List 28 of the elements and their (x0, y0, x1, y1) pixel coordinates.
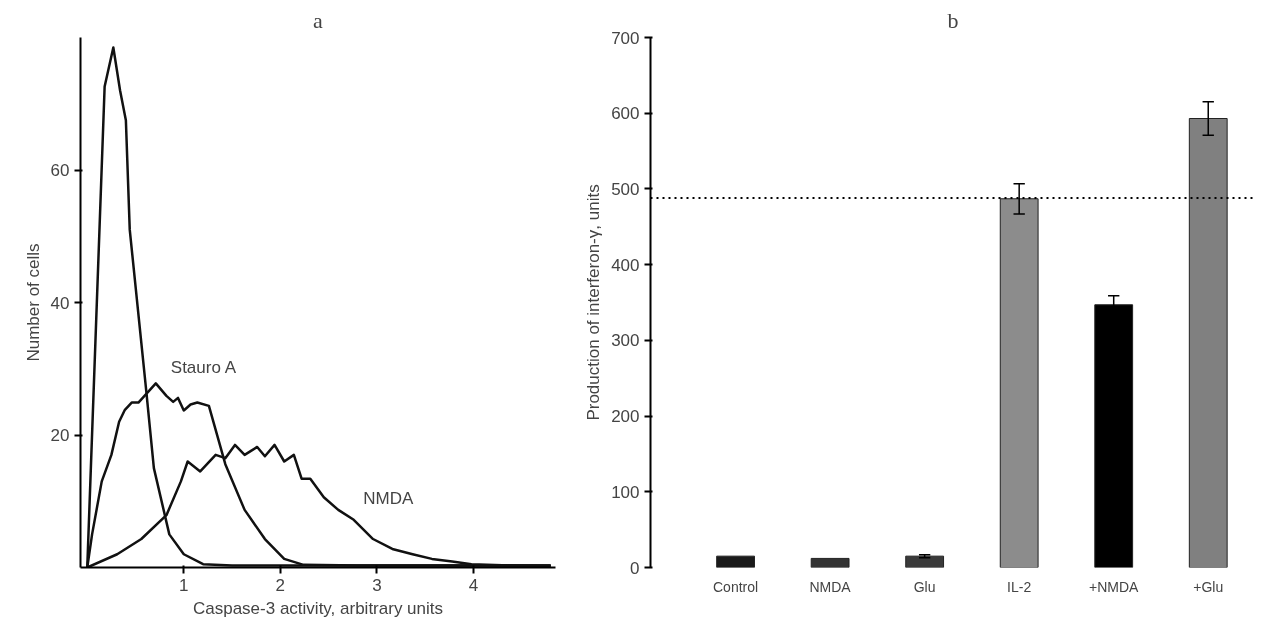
x-tick-label: +NMDA (1089, 578, 1140, 595)
y-tick-label: 60 (50, 161, 70, 180)
y-tick-label: 40 (50, 293, 70, 313)
y-tick-label: 600 (611, 104, 640, 124)
y-tick-label: 300 (611, 331, 640, 351)
y-tick-label: 100 (611, 482, 640, 502)
x-tick-label: Glu (913, 578, 936, 595)
x-tick-label: IL-2 (1007, 578, 1032, 595)
x-tick-label: 4 (468, 575, 479, 595)
y-tick-label: 20 (50, 426, 70, 445)
y-tick-label: 400 (611, 255, 640, 275)
y-tick-label: 700 (611, 28, 640, 48)
chart-title: a (313, 7, 324, 33)
y-tick-label: 0 (630, 558, 640, 578)
x-tick-label: 1 (179, 575, 189, 595)
series-label: NMDA (363, 488, 414, 508)
x-tick-label: 3 (372, 575, 382, 595)
y-axis-title: Number of cells (23, 243, 43, 362)
y-tick-label: 500 (611, 179, 640, 199)
x-tick-label: Control (713, 578, 759, 595)
y-axis-title: Production of interferon-γ, units (584, 184, 604, 421)
x-tick-label: +Glu (1193, 578, 1224, 595)
x-axis-title: Caspase-3 activity, arbitrary units (192, 598, 444, 618)
x-tick-label: 2 (275, 575, 286, 595)
y-tick-label: 200 (611, 407, 640, 427)
series-label: Stauro A (170, 358, 237, 378)
x-tick-label: NMDA (809, 578, 852, 595)
chart-title: b (947, 7, 959, 33)
